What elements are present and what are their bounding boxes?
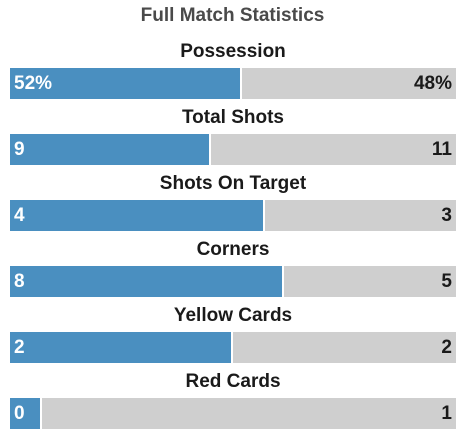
- stat-label: Shots On Target: [159, 173, 307, 194]
- home-bar: [10, 332, 233, 363]
- home-bar: [10, 68, 242, 99]
- stat-label: Red Cards: [185, 371, 281, 392]
- home-bar: [10, 266, 284, 297]
- stat-shots-on-target: Shots On Target 4 3: [10, 172, 456, 234]
- stat-label: Possession: [180, 41, 286, 62]
- away-value: 2: [441, 337, 452, 358]
- away-value: 1: [441, 403, 452, 424]
- home-value: 2: [14, 337, 25, 358]
- away-value: 11: [431, 139, 452, 160]
- stat-bar: 9 11: [10, 134, 456, 165]
- away-value: 48%: [413, 73, 452, 94]
- stat-bar: 4 3: [10, 200, 456, 231]
- page-title: Full Match Statistics: [140, 5, 325, 26]
- home-value: 9: [14, 139, 25, 160]
- stat-possession: Possession 52% 48%: [10, 40, 456, 102]
- home-value: 4: [14, 205, 25, 226]
- home-value: 0: [14, 403, 25, 424]
- stat-red-cards: Red Cards 0 1: [10, 370, 456, 432]
- stat-bar: 8 5: [10, 266, 456, 297]
- stat-label: Total Shots: [181, 107, 285, 128]
- stat-total-shots: Total Shots 9 11: [10, 106, 456, 168]
- stat-label: Yellow Cards: [173, 305, 293, 326]
- away-value: 5: [441, 271, 452, 292]
- home-bar: [10, 398, 42, 429]
- stat-bar: 52% 48%: [10, 68, 456, 99]
- home-bar: [10, 134, 211, 165]
- home-bar: [10, 200, 265, 231]
- stat-bar: 2 2: [10, 332, 456, 363]
- stat-bar: 0 1: [10, 398, 456, 429]
- stat-label: Corners: [196, 239, 270, 260]
- home-value: 8: [14, 271, 25, 292]
- away-value: 3: [441, 205, 452, 226]
- stat-yellow-cards: Yellow Cards 2 2: [10, 304, 456, 366]
- home-value: 52%: [14, 73, 53, 94]
- stat-corners: Corners 8 5: [10, 238, 456, 300]
